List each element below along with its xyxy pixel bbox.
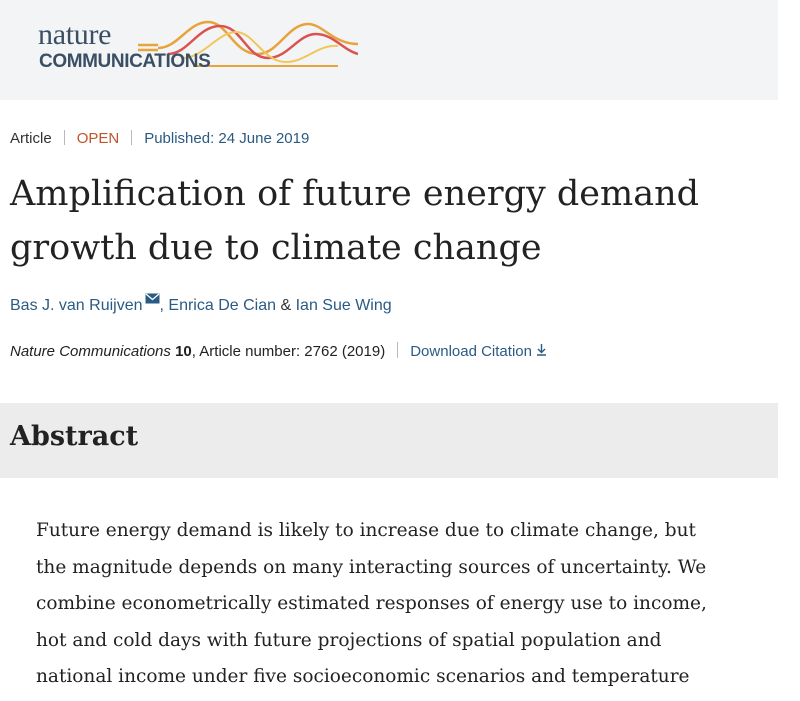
title-line: Amplification of future energy demand bbox=[10, 174, 700, 214]
abstract-line: the magnitude depends on many interactin… bbox=[36, 556, 707, 578]
author-link[interactable]: Bas J. van Ruijven bbox=[10, 297, 143, 314]
citation-line: Nature Communications 10, Article number… bbox=[10, 342, 547, 360]
site-header: nature COMMUNICATIONS bbox=[0, 0, 778, 100]
download-citation-link[interactable]: Download Citation bbox=[410, 343, 547, 360]
article-number: , Article number: 2762 (2019) bbox=[191, 343, 386, 360]
article-meta: Article OPEN Published: 24 June 2019 bbox=[10, 130, 309, 147]
article-title: Amplification of future energy demand gr… bbox=[10, 167, 770, 275]
published-date: Published: 24 June 2019 bbox=[144, 130, 310, 147]
author-link[interactable]: Enrica De Cian bbox=[168, 297, 277, 314]
title-line: growth due to climate change bbox=[10, 228, 542, 268]
journal-name: Nature Communications bbox=[10, 343, 171, 360]
article-type: Article bbox=[10, 130, 52, 147]
abstract-section-header: Abstract bbox=[0, 403, 778, 478]
download-citation-label: Download Citation bbox=[410, 343, 532, 360]
journal-logo[interactable]: nature COMMUNICATIONS bbox=[38, 14, 358, 84]
divider bbox=[131, 130, 133, 145]
author-link[interactable]: Ian Sue Wing bbox=[295, 297, 392, 314]
volume-number: 10 bbox=[175, 343, 192, 360]
logo-subtitle: COMMUNICATIONS bbox=[39, 51, 211, 72]
abstract-heading: Abstract bbox=[10, 421, 139, 452]
ampersand: & bbox=[280, 297, 292, 314]
abstract-line: national income under five socioeconomic… bbox=[36, 666, 690, 687]
abstract-line: hot and cold days with future projection… bbox=[36, 629, 662, 651]
divider bbox=[63, 130, 65, 145]
wave-logo-icon bbox=[138, 20, 358, 67]
abstract-line: Future energy demand is likely to increa… bbox=[36, 520, 696, 541]
logo-wordmark: nature bbox=[38, 18, 112, 51]
author-list: Bas J. van Ruijven, Enrica De Cian & Ian… bbox=[10, 293, 392, 315]
download-icon bbox=[537, 344, 547, 356]
abstract-line: combine econometrically estimated respon… bbox=[36, 593, 707, 614]
mail-icon[interactable] bbox=[145, 293, 160, 304]
abstract-body: Future energy demand is likely to increa… bbox=[36, 513, 776, 696]
divider bbox=[397, 342, 399, 358]
open-access-badge: OPEN bbox=[76, 130, 120, 147]
